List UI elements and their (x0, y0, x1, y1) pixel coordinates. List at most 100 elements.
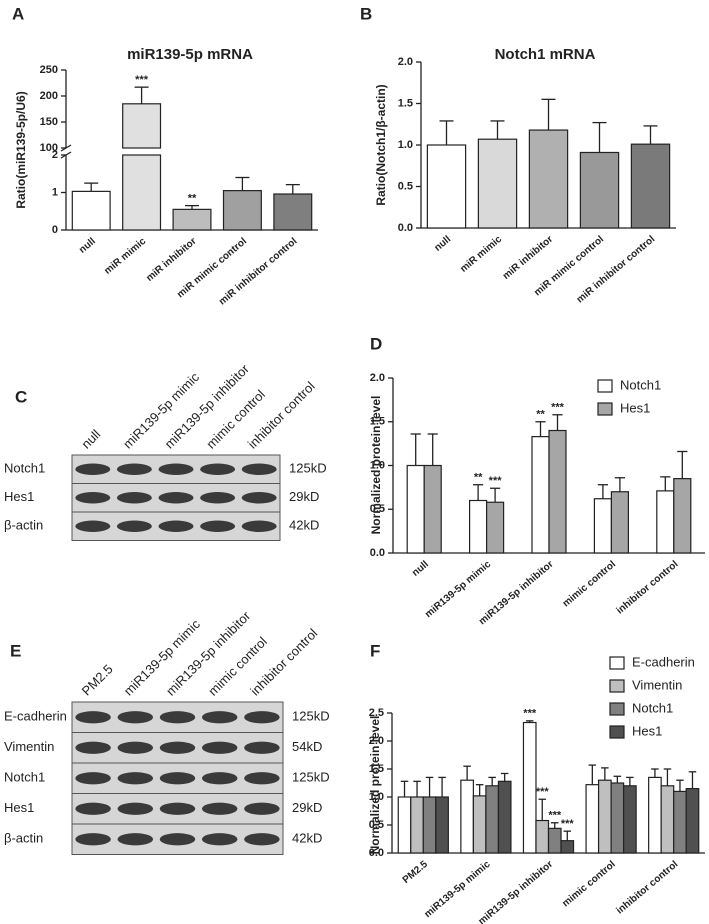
bar (497, 780, 512, 854)
bar (435, 796, 449, 854)
x-tick-label: inhibitor control (615, 559, 681, 617)
blot-band (159, 802, 196, 815)
blot-band (244, 802, 280, 815)
blot-band (117, 741, 154, 754)
bar (122, 154, 162, 231)
bar (273, 193, 313, 231)
y-tick-label: 200 (40, 90, 58, 102)
row-label: Vimentin (4, 739, 54, 754)
significance: *** (489, 475, 503, 487)
y-tick-label: 150 (40, 116, 58, 128)
significance: *** (561, 818, 575, 830)
x-tick-label: miR mimic (102, 236, 148, 277)
x-tick-label: miR139-5p mimic (422, 859, 492, 921)
blot-band (241, 520, 277, 532)
row-label: β-actin (4, 518, 43, 533)
x-tick-label: mimic control (561, 559, 618, 610)
y-axis-label: Normalized protein level (368, 716, 382, 855)
bar (548, 429, 567, 554)
y-axis-label: Ratio(Notch1/β-actin) (374, 84, 388, 205)
blot-band (200, 520, 236, 532)
row-label: β-actin (4, 831, 43, 846)
blot-band (75, 492, 111, 504)
row-label: E-cadherin (4, 709, 67, 724)
y-tick-label: 1.0 (370, 459, 385, 471)
bar (660, 785, 675, 854)
bar (535, 819, 550, 854)
blot-band (75, 711, 111, 724)
x-tick-label: null (432, 234, 453, 254)
y-tick-label: 0.5 (369, 819, 384, 831)
blot-band (200, 492, 236, 504)
x-tick-label: PM2.5 (401, 859, 431, 886)
bar (531, 436, 550, 554)
blot-band (241, 463, 277, 475)
bar (673, 790, 687, 854)
bar (397, 796, 412, 854)
legend-swatch (597, 402, 613, 416)
size-label: 29kD (289, 489, 319, 504)
blot-band (244, 772, 280, 785)
blot-band (244, 741, 280, 754)
blot-band (117, 833, 154, 846)
row-label: Notch1 (4, 461, 45, 476)
y-tick-label: 2.0 (369, 735, 384, 747)
x-tick-label: miR139-5p mimic (423, 559, 493, 621)
bar (623, 785, 637, 854)
y-tick-label: 2.0 (398, 56, 413, 68)
blot-band (159, 741, 196, 754)
blot-band (158, 492, 194, 504)
bar (579, 151, 620, 229)
lane-label: miR139-5p mimic (121, 616, 203, 698)
blot-band (75, 802, 111, 815)
blot-band (117, 711, 154, 724)
significance: ** (536, 409, 545, 421)
legend-swatch (597, 379, 613, 393)
blot-band (75, 833, 111, 846)
size-label: 29kD (292, 800, 322, 815)
y-tick-label: 0 (52, 224, 58, 236)
blot-band (201, 833, 238, 846)
bar (560, 840, 575, 854)
legend-label: Vimentin (632, 677, 682, 692)
y-tick-label: 1 (52, 186, 58, 198)
bar (406, 464, 425, 554)
x-tick-label: miR inhibitor (501, 234, 555, 282)
row-label: Hes1 (4, 489, 34, 504)
x-tick-label: null (410, 559, 431, 579)
significance: ** (474, 472, 483, 484)
legend-swatch (609, 656, 625, 670)
y-tick-label: 2.5 (369, 707, 384, 719)
significance: *** (135, 74, 149, 86)
significance: *** (548, 810, 562, 822)
lane-label: miR139-5p mimic (120, 369, 202, 451)
bar (460, 779, 474, 854)
bar (522, 721, 537, 854)
y-tick-label: 0.0 (370, 547, 385, 559)
y-tick-label: 0.5 (370, 503, 385, 515)
panel-label: C (15, 387, 27, 406)
bar (172, 208, 212, 231)
blot-band (158, 520, 194, 532)
legend-label: E-cadherin (632, 654, 695, 669)
blot-band (117, 772, 154, 785)
legend-swatch (609, 725, 625, 739)
blot-band (244, 833, 280, 846)
size-label: 125kD (292, 709, 330, 724)
bar (610, 491, 630, 554)
bar (528, 129, 569, 229)
significance: ** (188, 193, 197, 205)
blot-band (244, 711, 280, 724)
blot-band (116, 492, 152, 504)
y-axis-label: Ratio(miR139-5p/U6) (14, 91, 28, 208)
blot-band (117, 802, 154, 815)
x-tick-label: null (77, 236, 98, 256)
chart-title: Notch1 mRNA (495, 46, 596, 63)
panel-label: B (360, 4, 372, 23)
bar (630, 143, 671, 229)
bar (673, 478, 692, 554)
legend-label: Notch1 (632, 700, 673, 715)
bar (472, 795, 487, 854)
bar (648, 776, 662, 854)
